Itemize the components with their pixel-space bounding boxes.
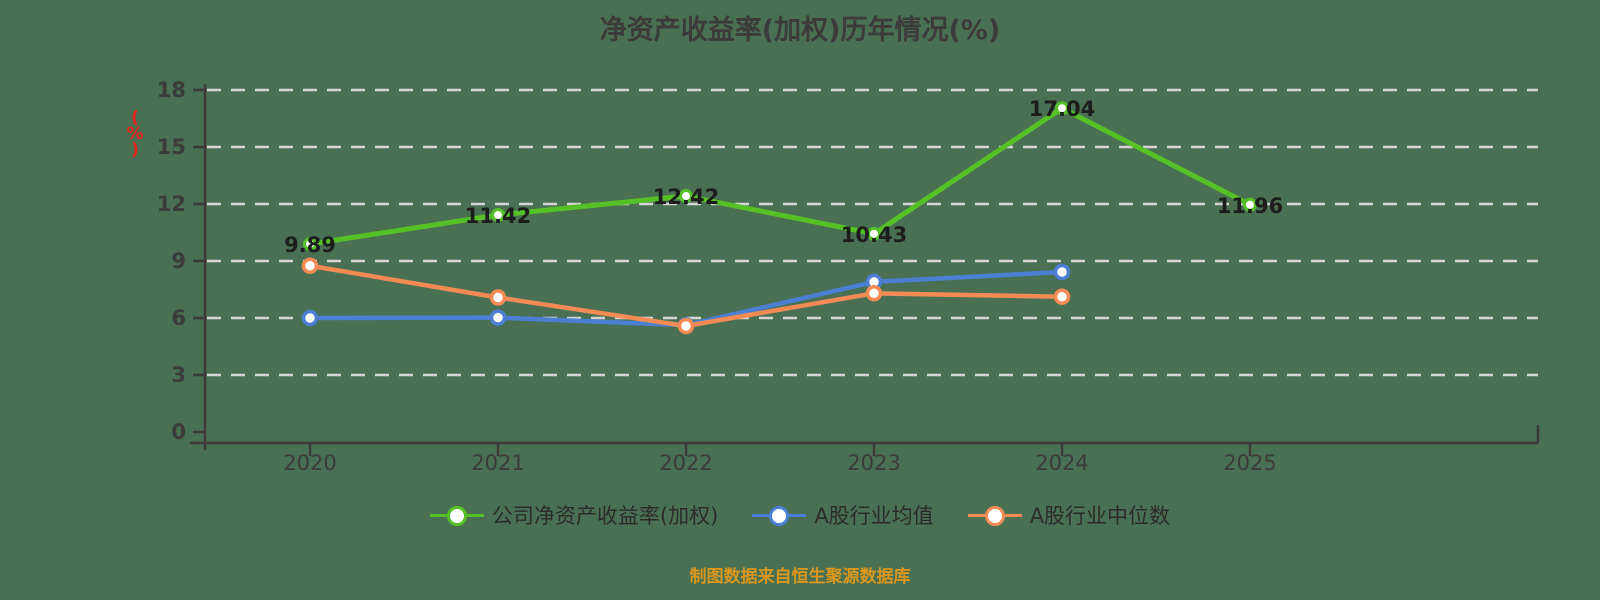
data-point[interactable] [1055, 101, 1069, 116]
legend-marker-icon [429, 504, 484, 526]
data-point[interactable] [1053, 288, 1071, 305]
plot-area: 0 3 6 9 12 15 18 2020 2021 2022 2023 2024 2025 9.89… [157, 78, 1540, 475]
data-point[interactable] [491, 208, 505, 223]
chart-title: 净资产收益率(加权)历年情况(%) [599, 15, 1001, 46]
y-tick-label-0: 0 [171, 420, 186, 444]
data-point[interactable] [677, 317, 695, 335]
legend-marker-icon [752, 504, 807, 526]
data-point-label: 9.89 [284, 233, 336, 257]
y-tick-label-3: 3 [171, 363, 186, 387]
legend-item-1[interactable]: A股行业均值 [752, 500, 934, 530]
data-point-label: 11.96 [1217, 194, 1283, 218]
data-point[interactable] [1243, 197, 1257, 212]
x-tick-group: 2020 2021 2022 2023 2024 2025 [283, 443, 1277, 475]
data-point[interactable] [865, 285, 883, 302]
y-tick-label-12: 12 [157, 192, 186, 216]
data-point[interactable] [301, 257, 319, 274]
footer-source-note: 制图数据来自恒生聚源数据库 [689, 567, 911, 587]
x-tick-label-2023: 2023 [847, 451, 900, 475]
legend-label: A股行业均值 [814, 504, 934, 528]
y-tick-label-18: 18 [157, 78, 186, 102]
data-point[interactable] [1053, 263, 1071, 281]
x-tick-label-2021: 2021 [471, 451, 524, 475]
x-tick-label-2022: 2022 [659, 451, 712, 475]
x-tick-label-2024: 2024 [1035, 451, 1088, 475]
data-point[interactable] [301, 309, 319, 327]
chart-legend: 公司净资产收益率(加权) A股行业均值 A股行业中位数 [0, 500, 1600, 530]
legend-item-2[interactable]: A股行业中位数 [967, 500, 1171, 530]
y-axis-unit-label: (%) [125, 108, 145, 156]
data-point-label: 11.42 [465, 204, 531, 228]
x-tick-label-2025: 2025 [1223, 451, 1276, 475]
data-point-label: 17.04 [1029, 97, 1095, 121]
legend-dot [446, 506, 467, 526]
series-labels-group: 9.89 11.42 12.42 10.43 17.04 11.96 [284, 97, 1283, 257]
legend-item-0[interactable]: 公司净资产收益率(加权) [429, 500, 719, 530]
legend-label: 公司净资产收益率(加权) [491, 504, 719, 528]
series-lines-group [307, 105, 1253, 329]
data-point[interactable] [303, 237, 317, 252]
data-point[interactable] [489, 309, 507, 326]
y-tick-label-6: 6 [171, 306, 186, 330]
y-tick-label-9: 9 [171, 249, 186, 273]
series-line-0 [307, 105, 1253, 247]
data-point[interactable] [489, 289, 507, 306]
series-points-group [301, 101, 1257, 335]
legend-marker-icon [967, 504, 1022, 526]
y-tick-group: 0 3 6 9 12 15 18 [157, 78, 206, 444]
data-point[interactable] [679, 189, 693, 204]
data-point-label: 12.42 [653, 185, 719, 209]
x-tick-label-2020: 2020 [283, 451, 336, 475]
data-point-label: 10.43 [841, 223, 907, 247]
legend-dot [984, 506, 1005, 526]
data-point[interactable] [867, 226, 881, 241]
legend-label: A股行业中位数 [1029, 504, 1171, 528]
y-tick-label-15: 15 [157, 135, 186, 159]
legend-dot [769, 506, 790, 526]
axes-group [190, 84, 1540, 450]
